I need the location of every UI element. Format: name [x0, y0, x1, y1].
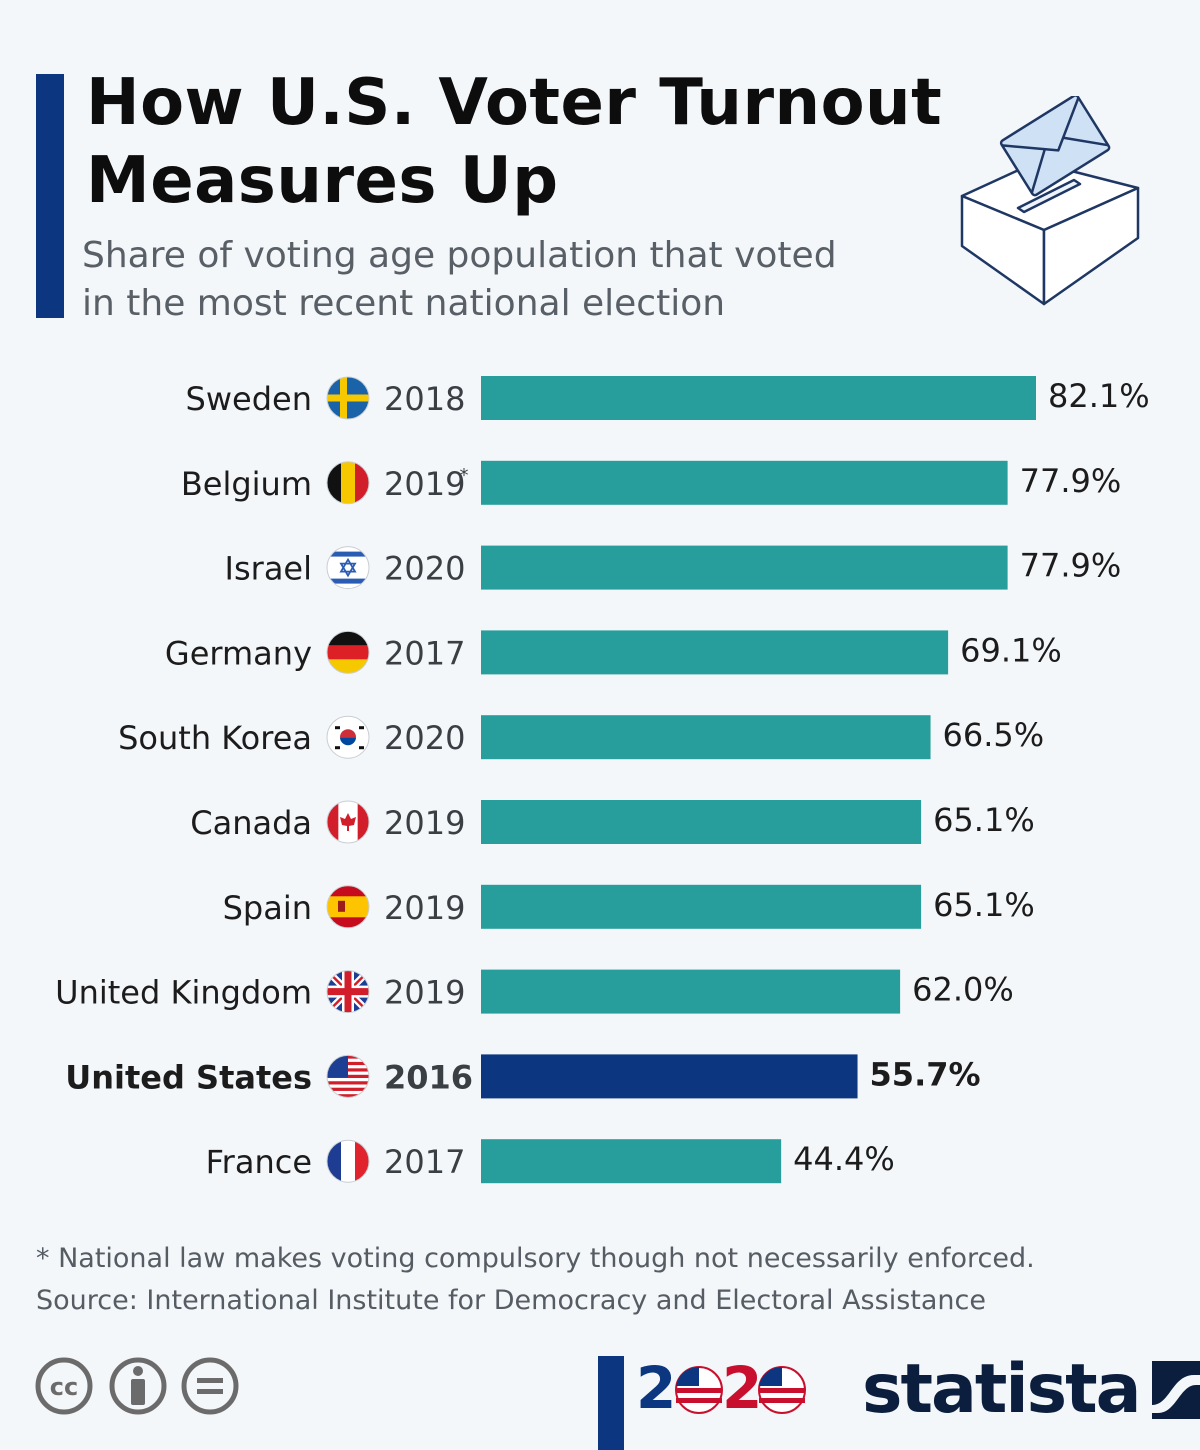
- value-label: 62.0%: [912, 971, 1014, 1009]
- title-line-1: How U.S. Voter Turnout: [86, 66, 943, 140]
- year-label: 2020: [384, 550, 465, 588]
- year-label: 2019: [384, 974, 465, 1012]
- usa-flag-icon: [326, 1054, 370, 1098]
- brand-digit-left: 2: [636, 1356, 676, 1422]
- chart-row: France 2017 44.4%: [206, 1139, 895, 1184]
- year-label: 2017: [384, 1143, 465, 1181]
- statista-wordmark: statista: [862, 1350, 1142, 1429]
- bar: [481, 884, 922, 929]
- chart-row: Germany 2017 69.1%: [165, 630, 1062, 675]
- country-label: Germany: [165, 634, 312, 672]
- flag-zero-right: [758, 1366, 806, 1414]
- value-label: 55.7%: [870, 1055, 981, 1093]
- israel-flag-icon: [326, 546, 370, 590]
- statista-mark-icon: [1151, 1360, 1200, 1419]
- value-label: 77.9%: [1020, 462, 1122, 500]
- country-label: United Kingdom: [55, 974, 312, 1012]
- brand-digit-right: 2: [722, 1356, 762, 1422]
- value-label: 77.9%: [1020, 547, 1122, 585]
- country-label: Belgium: [181, 465, 312, 503]
- country-label: Spain: [223, 889, 312, 927]
- bar: [481, 545, 1008, 590]
- subtitle-line-2: in the most recent national election: [82, 283, 726, 324]
- bar: [481, 630, 949, 675]
- creative-commons-icon: [35, 1357, 93, 1415]
- bar: [481, 715, 931, 760]
- attribution-icon: [109, 1357, 167, 1415]
- chart-row: South Korea 2020 66.5%: [118, 715, 1045, 760]
- bar-chart: Sweden 2018 82.1%Belgium 2019* 77.9%Israel 20…: [55, 376, 1150, 1184]
- value-label: 65.1%: [933, 801, 1035, 839]
- country-label: United States: [65, 1058, 312, 1096]
- bar: [481, 800, 922, 844]
- year-label: 2019: [384, 889, 465, 927]
- country-label: South Korea: [118, 719, 312, 757]
- belgium-flag-icon: [326, 461, 370, 505]
- canada-flag-icon: [326, 800, 370, 844]
- footnote: * National law makes voting compulsory t…: [36, 1238, 1166, 1322]
- year-label: 2019: [384, 804, 465, 842]
- france-flag-icon: [326, 1139, 370, 1183]
- year-label: 2020: [384, 719, 465, 757]
- year-label: 2016: [384, 1058, 473, 1096]
- south-korea-flag-icon: [326, 715, 370, 759]
- country-label: Israel: [225, 550, 312, 588]
- chart-row: United States 2016 55.7%: [65, 1054, 981, 1099]
- value-label: 69.1%: [960, 631, 1062, 669]
- bar: [481, 1139, 782, 1184]
- compulsory-asterisk: *: [460, 465, 469, 486]
- chart-subtitle: Share of voting age population that vote…: [82, 232, 882, 328]
- statista-logo: statista: [862, 1350, 1200, 1429]
- 2020-election-logo: 2 2: [598, 1356, 806, 1450]
- title-accent-bar: [36, 74, 64, 318]
- year-label: 2019: [384, 465, 465, 503]
- spain-flag-icon: [326, 885, 370, 929]
- country-label: Sweden: [186, 380, 312, 418]
- chart-row: Belgium 2019* 77.9%: [181, 460, 1122, 505]
- bar: [481, 1054, 858, 1099]
- germany-flag-icon: [326, 630, 370, 674]
- cc-glyph: cc: [50, 1373, 78, 1401]
- chart-row: United Kingdom 2019 62.0%: [55, 969, 1014, 1014]
- chart-row: Spain 2019 65.1%: [223, 884, 1035, 929]
- bar: [481, 376, 1036, 420]
- license-icons: cc: [35, 1357, 239, 1415]
- year-label: 2018: [384, 380, 465, 418]
- chart-title: How U.S. Voter Turnout Measures Up: [86, 64, 942, 220]
- country-label: Canada: [190, 804, 312, 842]
- title-line-2: Measures Up: [86, 144, 559, 218]
- chart-row: Canada 2019 65.1%: [190, 800, 1035, 844]
- country-label: France: [206, 1143, 312, 1181]
- compulsory-voting-note: * National law makes voting compulsory t…: [36, 1243, 1035, 1274]
- source-line: Source: International Institute for Demo…: [36, 1285, 986, 1316]
- value-label: 82.1%: [1048, 377, 1150, 415]
- sweden-flag-icon: [326, 376, 370, 420]
- value-label: 44.4%: [793, 1140, 895, 1178]
- subtitle-line-1: Share of voting age population that vote…: [82, 235, 837, 276]
- chart-row: Sweden 2018 82.1%: [186, 376, 1150, 420]
- year-label: 2017: [384, 634, 465, 672]
- uk-flag-icon: [326, 970, 370, 1014]
- value-label: 65.1%: [933, 886, 1035, 924]
- chart-row: Israel 2020 77.9%: [225, 545, 1122, 590]
- no-derivatives-icon: [181, 1357, 239, 1415]
- flag-zero-left: [675, 1366, 723, 1414]
- ballot-box-icon: [960, 96, 1140, 306]
- bar: [481, 969, 901, 1014]
- bar: [481, 460, 1008, 505]
- value-label: 66.5%: [943, 716, 1045, 754]
